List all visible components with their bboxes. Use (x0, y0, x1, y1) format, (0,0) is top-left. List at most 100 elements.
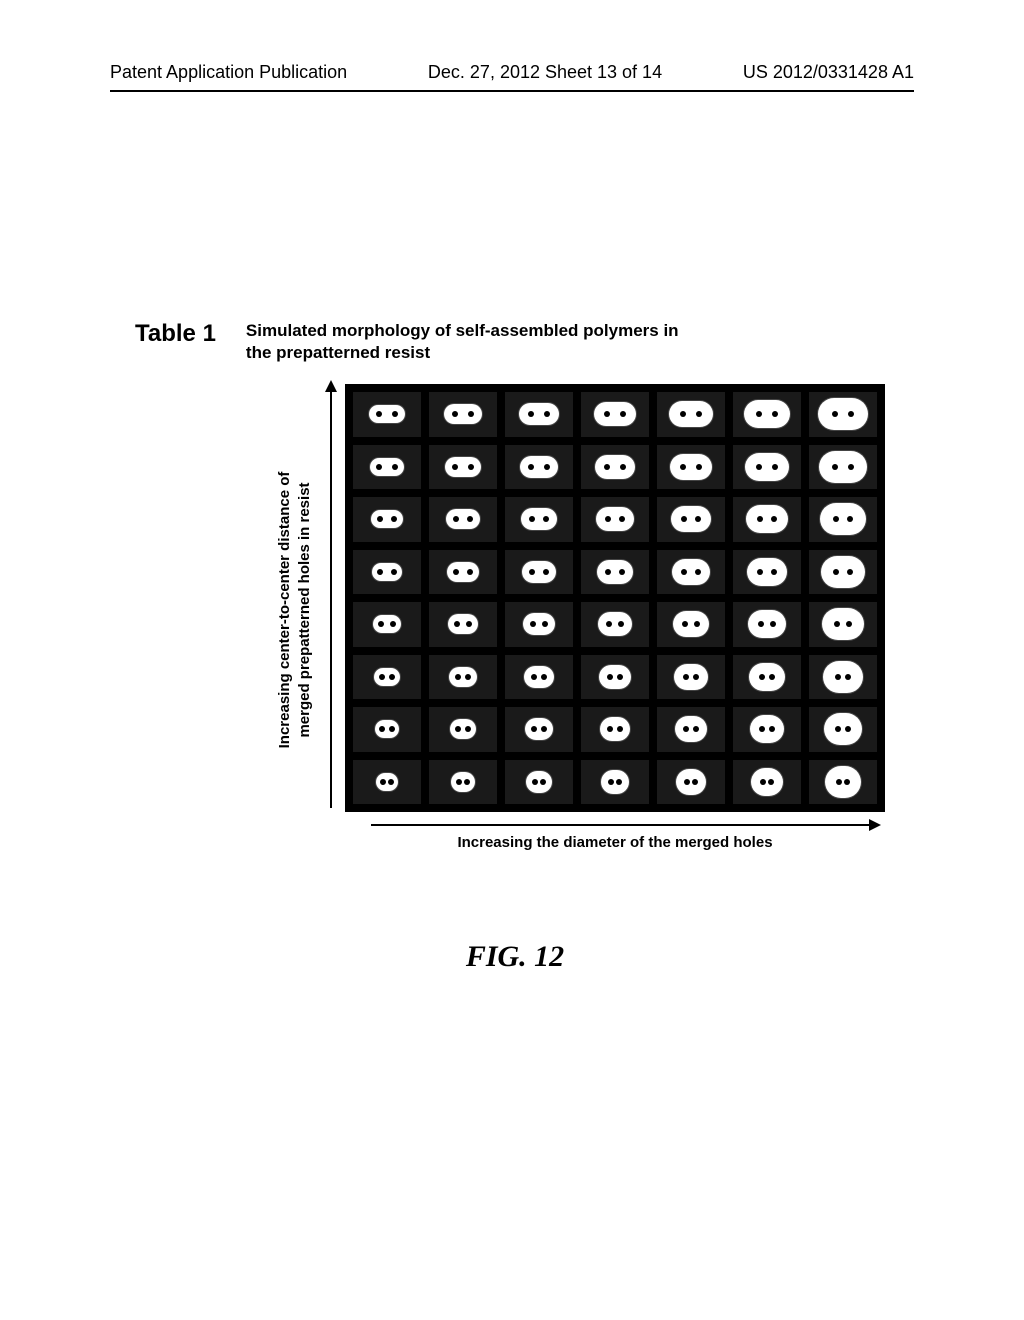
hole-icon (769, 674, 775, 680)
hole-icon (529, 516, 535, 522)
hole-icon (541, 674, 547, 680)
hole-icon (680, 464, 686, 470)
morphology-cell (429, 445, 497, 490)
stadium-shape (820, 503, 866, 535)
hole-icon (617, 674, 623, 680)
hole-icon (465, 726, 471, 732)
hole-icon (464, 779, 470, 785)
hole-icon (847, 516, 853, 522)
hole-icon (835, 726, 841, 732)
hole-icon (467, 569, 473, 575)
hole-icon (377, 569, 383, 575)
hole-icon (455, 674, 461, 680)
stadium-shape (595, 455, 635, 479)
morphology-cell (657, 655, 725, 700)
hole-icon (389, 726, 395, 732)
hole-icon (605, 516, 611, 522)
morphology-cell (581, 445, 649, 490)
hole-icon (681, 569, 687, 575)
morphology-cell (809, 602, 877, 647)
hole-icon (682, 621, 688, 627)
stadium-shape (600, 717, 630, 741)
table-title-row: Table 1 Simulated morphology of self-ass… (135, 320, 895, 364)
hole-icon (379, 674, 385, 680)
stadium-shape (672, 559, 710, 585)
stadium-shape (448, 614, 478, 634)
hole-icon (604, 411, 610, 417)
morphology-cell (581, 392, 649, 437)
morphology-cell (581, 760, 649, 805)
morphology-cell (353, 602, 421, 647)
hole-icon (696, 464, 702, 470)
stadium-shape (825, 766, 861, 798)
header-center: Dec. 27, 2012 Sheet 13 of 14 (428, 62, 662, 83)
stadium-shape (451, 772, 475, 792)
morphology-cell (429, 602, 497, 647)
stadium-shape (669, 401, 713, 427)
hole-icon (694, 621, 700, 627)
morphology-cell (733, 655, 801, 700)
morphology-cell (733, 707, 801, 752)
hole-icon (848, 464, 854, 470)
stadium-shape (447, 562, 479, 582)
hole-icon (379, 726, 385, 732)
hole-icon (695, 516, 701, 522)
hole-icon (768, 779, 774, 785)
hole-icon (620, 411, 626, 417)
stadium-shape (446, 509, 480, 529)
hole-icon (544, 464, 550, 470)
hole-icon (391, 516, 397, 522)
morphology-cell (353, 445, 421, 490)
morphology-cell (809, 392, 877, 437)
hole-icon (456, 779, 462, 785)
hole-icon (683, 674, 689, 680)
stadium-shape (597, 560, 633, 584)
hole-icon (604, 464, 610, 470)
morphology-cell (657, 392, 725, 437)
hole-icon (528, 411, 534, 417)
morphology-cell (657, 497, 725, 542)
morphology-cell (733, 445, 801, 490)
hole-icon (757, 516, 763, 522)
morphology-cell (809, 497, 877, 542)
morphology-cell (733, 602, 801, 647)
morphology-cell (733, 497, 801, 542)
hole-icon (836, 779, 842, 785)
stadium-shape (376, 773, 398, 791)
page: Patent Application Publication Dec. 27, … (0, 0, 1024, 1320)
hole-icon (389, 674, 395, 680)
stadium-shape (751, 768, 783, 796)
hole-icon (760, 779, 766, 785)
morphology-cell (581, 550, 649, 595)
hole-icon (757, 569, 763, 575)
table-caption: Simulated morphology of self-assembled p… (246, 320, 686, 364)
hole-icon (607, 674, 613, 680)
morphology-cell (353, 707, 421, 752)
hole-icon (608, 779, 614, 785)
morphology-cell (505, 550, 573, 595)
hole-icon (529, 569, 535, 575)
morphology-cell (581, 655, 649, 700)
hole-icon (532, 779, 538, 785)
y-axis-arrow-icon (330, 390, 332, 808)
hole-icon (695, 569, 701, 575)
stadium-shape (596, 507, 634, 531)
morphology-cell (353, 655, 421, 700)
morphology-cell (429, 497, 497, 542)
header-right: US 2012/0331428 A1 (743, 62, 914, 83)
hole-icon (832, 411, 838, 417)
hole-icon (376, 464, 382, 470)
stadium-shape (823, 661, 863, 693)
hole-icon (541, 726, 547, 732)
hole-icon (531, 726, 537, 732)
hole-icon (619, 516, 625, 522)
hole-icon (378, 621, 384, 627)
hole-icon (455, 726, 461, 732)
stadium-shape (519, 403, 559, 425)
hole-icon (847, 569, 853, 575)
header-rule (110, 90, 914, 92)
hole-icon (543, 516, 549, 522)
morphology-cell (581, 707, 649, 752)
morphology-cell (505, 602, 573, 647)
stadium-shape (449, 667, 477, 687)
